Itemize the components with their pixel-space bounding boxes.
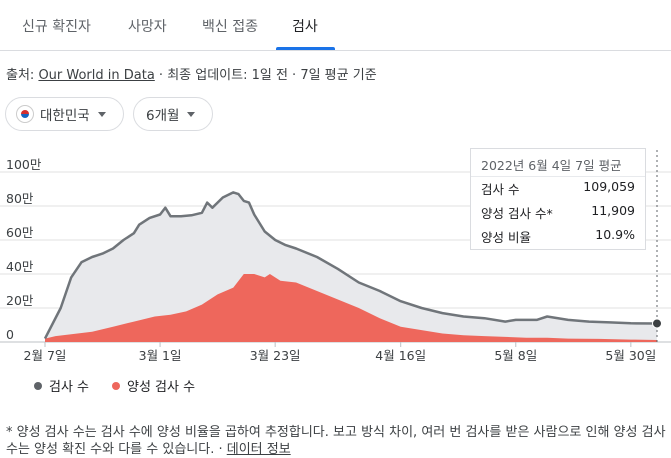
x-tick-label: 2월 7일 <box>24 348 67 363</box>
country-select[interactable]: 대한민국 <box>5 97 124 131</box>
hover-point <box>652 318 662 329</box>
tab-tests[interactable]: 검사 <box>292 19 318 35</box>
y-tick-label: 60만 <box>6 225 34 240</box>
y-tick-label: 20만 <box>6 293 34 308</box>
active-tab-indicator <box>276 47 335 50</box>
tooltip-date: 2022년 6월 4일 7일 평균 <box>481 158 622 173</box>
legend-dot-icon <box>34 381 42 390</box>
tooltip-label: 양성 검사 수* <box>481 206 553 221</box>
tooltip-label: 검사 수 <box>481 182 520 197</box>
x-tick-label: 3월 1일 <box>139 348 182 363</box>
source-line: 출처: Our World in Data · 최종 업데이트: 1일 전 · … <box>6 64 377 83</box>
tooltip-value: 10.9% <box>595 227 635 242</box>
country-label: 대한민국 <box>40 108 90 124</box>
dropdown-caret-icon <box>187 111 196 117</box>
tooltip-value: 11,909 <box>591 203 635 218</box>
x-tick-label: 5월 8일 <box>494 348 537 363</box>
y-tick-label: 0 <box>6 327 14 342</box>
tab-bar: 신규 확진자 사망자 백신 접종 검사 <box>0 0 671 51</box>
tab-vaccinations[interactable]: 백신 접종 <box>202 19 258 35</box>
period-label: 6개월 <box>146 108 180 124</box>
legend-dot-icon <box>112 381 120 390</box>
data-info-link[interactable]: 데이터 정보 <box>226 442 291 457</box>
tooltip-divider <box>471 176 645 177</box>
tooltip-value: 109,059 <box>583 179 635 194</box>
tab-new-cases[interactable]: 신규 확진자 <box>22 19 91 35</box>
y-tick-label: 80만 <box>6 191 34 206</box>
period-select[interactable]: 6개월 <box>133 97 213 131</box>
korea-flag-icon <box>16 105 34 123</box>
x-tick-label: 3월 23일 <box>250 348 301 363</box>
y-tick-label: 100만 <box>6 157 42 172</box>
chart-tooltip: 2022년 6월 4일 7일 평균 검사 수 109,059 양성 검사 수* … <box>470 148 646 250</box>
tooltip-row-positive: 양성 검사 수* 11,909 <box>481 203 635 221</box>
tab-deaths[interactable]: 사망자 <box>128 19 167 35</box>
legend-label: 검사 수 <box>49 380 90 395</box>
footnote: * 양성 검사 수는 검사 수에 양성 비율을 곱하여 추정합니다. 보고 방식… <box>6 424 666 458</box>
source-suffix: · 최종 업데이트: 1일 전 · 7일 평균 기준 <box>154 68 377 83</box>
legend-item-positive[interactable]: 양성 검사 수 <box>112 376 195 395</box>
legend-item-tests[interactable]: 검사 수 <box>34 376 89 395</box>
source-prefix: 출처: <box>6 68 39 83</box>
footnote-text: * 양성 검사 수는 검사 수에 양성 비율을 곱하여 추정합니다. 보고 방식… <box>6 425 666 457</box>
x-tick-label: 4월 16일 <box>375 348 426 363</box>
dropdown-caret-icon <box>97 111 106 117</box>
positive-area <box>45 274 657 342</box>
y-tick-label: 40만 <box>6 259 34 274</box>
source-link[interactable]: Our World in Data <box>38 68 155 83</box>
legend-label: 양성 검사 수 <box>127 380 196 395</box>
tooltip-label: 양성 비율 <box>481 230 531 245</box>
x-tick-label: 5월 30일 <box>605 348 656 363</box>
tests-area <box>45 192 657 342</box>
tooltip-row-tests: 검사 수 109,059 <box>481 179 635 197</box>
tooltip-row-rate: 양성 비율 10.9% <box>481 227 635 245</box>
tests-line <box>43 191 658 340</box>
tests-chart: 0 20만 40만 60만 80만 100만 2월 7일 3월 1일 3월 23일 4월 16일 5… <box>0 150 671 363</box>
